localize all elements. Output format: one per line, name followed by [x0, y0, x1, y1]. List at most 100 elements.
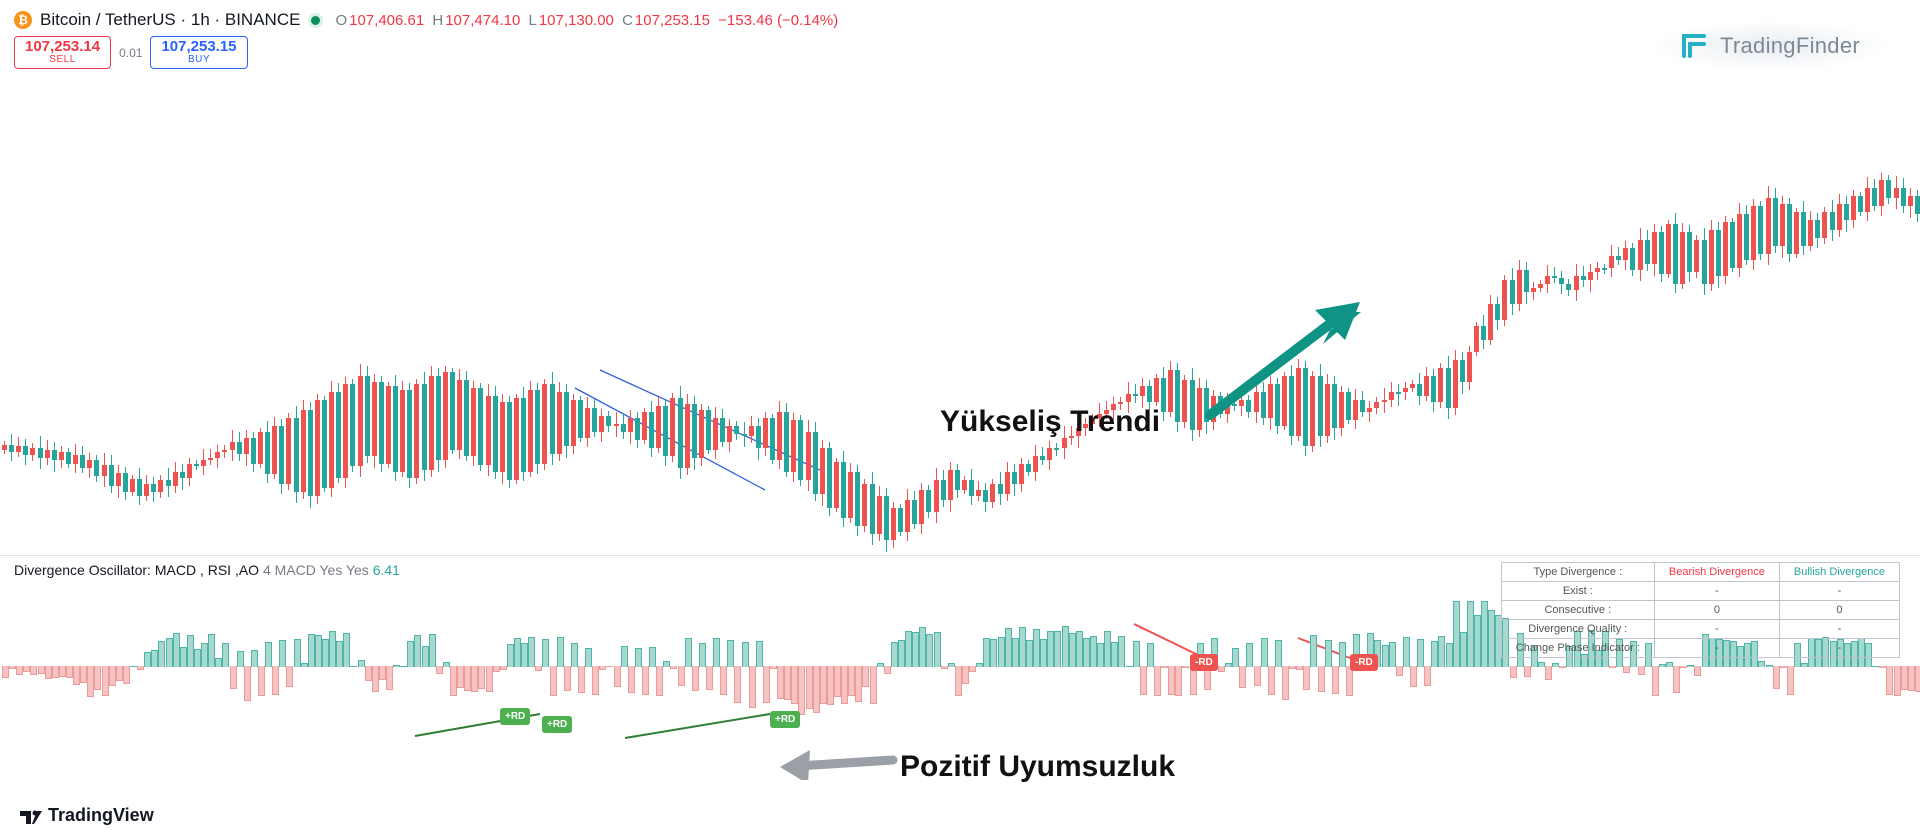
osc-bar — [1453, 601, 1460, 667]
osc-bar — [1289, 666, 1296, 669]
osc-bar — [1168, 666, 1175, 695]
osc-bar — [699, 643, 706, 667]
osc-bar — [507, 644, 514, 667]
osc-bar — [1424, 666, 1431, 686]
osc-bar — [52, 666, 59, 678]
osc-bar — [948, 663, 955, 667]
osc-bar — [585, 648, 592, 667]
arrow-divergence-icon — [778, 740, 898, 785]
osc-bar — [102, 666, 109, 696]
osc-bar — [1275, 640, 1282, 667]
osc-bar — [1005, 628, 1012, 667]
osc-bar — [656, 666, 663, 696]
osc-bar — [1609, 666, 1616, 668]
osc-bar — [1559, 666, 1566, 668]
osc-bar — [614, 666, 621, 687]
osc-bar — [1545, 666, 1552, 680]
osc-bar — [1638, 666, 1645, 675]
osc-bar — [1118, 636, 1125, 667]
osc-bar — [109, 666, 116, 686]
osc-bar — [934, 632, 941, 667]
osc-bar — [1446, 643, 1453, 667]
osc-bar — [770, 666, 777, 669]
osc-bar — [1246, 643, 1253, 667]
osc-bar — [1780, 666, 1787, 668]
osc-bar — [414, 635, 421, 667]
osc-bar — [891, 642, 898, 667]
osc-bar — [1147, 643, 1154, 667]
osc-bar — [763, 666, 770, 703]
osc-bar — [1623, 666, 1630, 673]
osc-bar — [1133, 641, 1140, 667]
osc-bar — [1019, 627, 1026, 667]
divergence-tag: -RD — [1190, 654, 1218, 671]
osc-bar — [365, 666, 372, 681]
divergence-tag: -RD — [1350, 654, 1378, 671]
osc-bar — [1268, 666, 1275, 695]
osc-bar — [1460, 632, 1467, 667]
osc-bar — [976, 663, 983, 667]
osc-bar — [1303, 666, 1310, 690]
annotation-divergence: Pozitif Uyumsuzluk — [900, 750, 1175, 784]
osc-bar — [806, 666, 813, 709]
osc-bar — [912, 632, 919, 667]
osc-bar — [749, 666, 756, 708]
osc-bar — [1154, 666, 1161, 696]
osc-bar — [528, 637, 535, 667]
osc-bar — [1232, 648, 1239, 667]
osc-bar — [777, 666, 784, 699]
osc-bar — [642, 666, 649, 695]
symbol-title[interactable]: Bitcoin / TetherUS · 1h · BINANCE — [40, 10, 300, 30]
osc-bar — [941, 666, 948, 669]
osc-bar — [663, 661, 670, 667]
osc-bar — [2, 666, 9, 678]
osc-bar — [1083, 638, 1090, 667]
osc-bar — [1182, 666, 1189, 668]
osc-bar — [720, 666, 727, 695]
osc-bar — [1254, 666, 1261, 686]
osc-bar — [400, 666, 407, 667]
osc-bar — [436, 666, 443, 674]
osc-bar — [564, 666, 571, 691]
osc-bar — [265, 642, 272, 667]
osc-bar — [443, 662, 450, 667]
bitcoin-icon: ₿ — [14, 11, 32, 29]
osc-bar — [422, 646, 429, 667]
price-chart[interactable] — [0, 40, 1920, 550]
osc-bar — [649, 647, 656, 667]
osc-bar — [820, 666, 827, 704]
osc-bar — [208, 634, 215, 667]
osc-bar — [841, 666, 848, 704]
status-dot-icon — [308, 13, 323, 28]
osc-bar — [727, 640, 734, 667]
osc-bar — [1481, 601, 1488, 667]
osc-bar — [550, 666, 557, 696]
osc-bar — [137, 666, 144, 670]
osc-bar — [1474, 615, 1481, 667]
osc-bar — [834, 666, 841, 697]
osc-bar — [144, 652, 151, 667]
osc-bar — [187, 635, 194, 667]
osc-bar — [350, 666, 357, 667]
osc-bar — [877, 663, 884, 667]
osc-bar — [59, 666, 66, 677]
arrow-uptrend-icon — [1205, 300, 1365, 425]
osc-bar — [870, 666, 877, 704]
osc-bar — [557, 637, 564, 667]
osc-bar — [478, 666, 485, 689]
osc-bar — [272, 666, 279, 695]
osc-bar — [1901, 666, 1908, 690]
osc-bar — [308, 634, 315, 667]
osc-bar — [670, 666, 677, 669]
osc-bar — [1886, 666, 1893, 695]
osc-bar — [1694, 666, 1701, 676]
osc-bar — [1758, 661, 1765, 667]
osc-bar — [30, 666, 37, 675]
osc-bar — [742, 642, 749, 667]
osc-bar — [1318, 666, 1325, 692]
osc-bar — [322, 639, 329, 667]
osc-bar — [578, 666, 585, 693]
osc-bar — [94, 666, 101, 690]
osc-bar — [379, 666, 386, 680]
tradingview-icon — [20, 808, 42, 824]
